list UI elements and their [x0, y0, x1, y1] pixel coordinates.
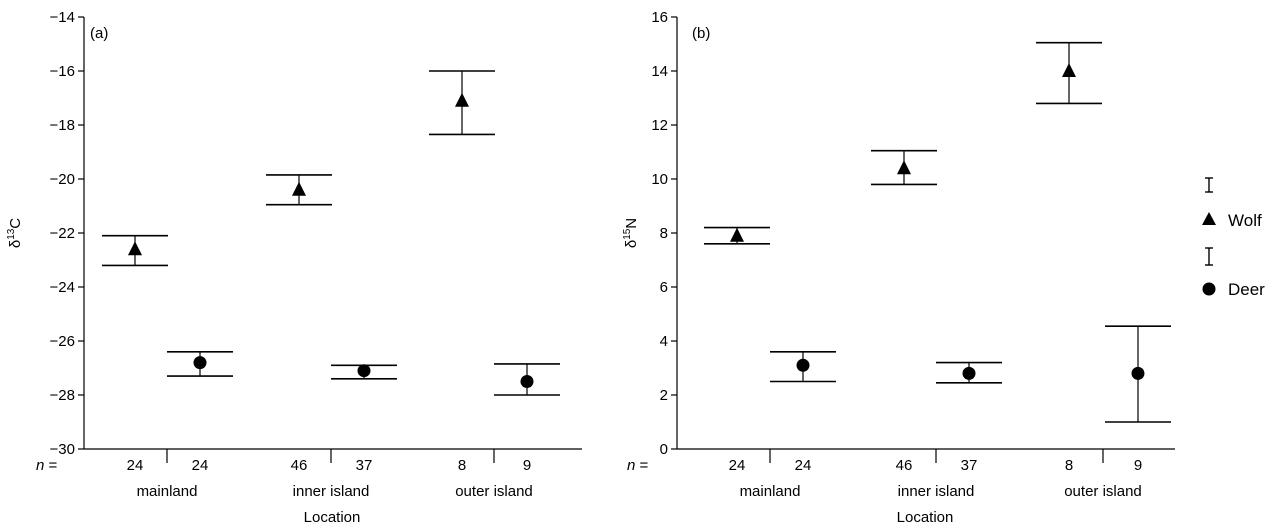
x-group-label: inner island: [293, 483, 370, 500]
panel-label: (b): [692, 25, 710, 42]
legend-label-wolf: Wolf: [1228, 211, 1262, 230]
x-axis-label: Location: [304, 509, 361, 526]
x-group-label: inner island: [898, 483, 975, 500]
deer-marker: [520, 375, 534, 388]
data-point-wolf: [102, 234, 168, 267]
y-axis-label-element: N: [623, 218, 640, 229]
n-value: 46: [896, 457, 913, 474]
n-value: 8: [458, 457, 466, 474]
data-point-deer: [1105, 325, 1171, 423]
deer-marker: [193, 356, 207, 370]
deer-marker: [1131, 366, 1145, 380]
y-tick-label: 14: [651, 63, 668, 80]
wolf-marker: [292, 181, 306, 196]
n-value: 37: [356, 457, 373, 474]
legend-triangle-icon: [1202, 212, 1216, 225]
data-point-deer: [770, 350, 836, 383]
y-tick-label: −16: [50, 63, 75, 80]
panel-label: (a): [90, 25, 108, 42]
y-axis-label-superscript: 13: [6, 228, 17, 240]
legend-errorbar-icon: [1205, 177, 1213, 193]
x-group-label: mainland: [137, 483, 198, 500]
n-label-equals: =: [635, 457, 648, 474]
y-tick-label: −28: [50, 387, 75, 404]
n-label-letter: n: [36, 457, 44, 474]
n-value: 24: [795, 457, 812, 474]
y-axis-label-symbol: δ: [623, 240, 640, 248]
legend: Wolf Deer: [1202, 177, 1265, 299]
wolf-marker: [1062, 63, 1076, 77]
x-axis-label: Location: [897, 509, 954, 526]
y-tick-label: 12: [651, 117, 668, 134]
y-tick-label: −20: [50, 171, 75, 188]
data-point-deer: [167, 350, 233, 377]
n-value: 9: [1134, 457, 1142, 474]
wolf-marker: [455, 92, 469, 107]
data-point-wolf: [266, 174, 332, 206]
x-group-label: outer island: [1064, 483, 1142, 500]
y-tick-label: −22: [50, 225, 75, 242]
wolf-marker: [897, 160, 911, 175]
y-tick-label: −26: [50, 333, 75, 350]
data-point-deer: [331, 364, 397, 380]
data-point-wolf: [871, 149, 937, 186]
data-point-wolf: [1036, 41, 1102, 105]
y-axis-label-symbol: δ: [7, 240, 24, 248]
x-group-label: outer island: [455, 483, 533, 500]
y-axis-label: δ13C: [6, 218, 24, 248]
y-tick-label: 0: [660, 441, 668, 458]
n-value: 37: [961, 457, 978, 474]
n-value: 24: [729, 457, 746, 474]
y-tick-label: −24: [50, 279, 75, 296]
y-axis-label-superscript: 15: [622, 228, 633, 240]
n-label: n =: [627, 457, 649, 474]
data-point-wolf: [704, 226, 770, 245]
y-tick-label: 2: [660, 387, 668, 404]
n-value: 24: [192, 457, 209, 474]
data-point-wolf: [429, 70, 495, 136]
data-point-deer: [936, 361, 1002, 384]
n-label-letter: n: [627, 457, 635, 474]
n-value: 9: [523, 457, 531, 474]
data-point-deer: [494, 363, 560, 396]
y-tick-label: −18: [50, 117, 75, 134]
n-label: n =: [36, 457, 58, 474]
deer-marker: [962, 366, 976, 380]
deer-marker: [796, 358, 810, 372]
x-group-label: mainland: [740, 483, 801, 500]
y-tick-label: 16: [651, 9, 668, 26]
n-label-equals: =: [44, 457, 57, 474]
legend-errorbar-icon: [1205, 247, 1213, 266]
wolf-marker: [730, 227, 744, 242]
y-tick-label: 10: [651, 171, 668, 188]
n-value: 8: [1065, 457, 1073, 474]
legend-label-deer: Deer: [1228, 280, 1265, 299]
deer-marker: [357, 364, 371, 378]
n-value: 24: [127, 457, 144, 474]
y-axis-label: δ15N: [622, 218, 640, 248]
wolf-marker: [128, 241, 142, 256]
y-tick-label: 6: [660, 279, 668, 296]
n-value: 46: [291, 457, 308, 474]
y-tick-label: 8: [660, 225, 668, 242]
y-axis-label-element: C: [7, 218, 24, 229]
y-tick-label: −30: [50, 441, 75, 458]
legend-circle-icon: [1202, 282, 1216, 296]
y-tick-label: 4: [660, 333, 668, 350]
y-tick-label: −14: [50, 9, 75, 26]
